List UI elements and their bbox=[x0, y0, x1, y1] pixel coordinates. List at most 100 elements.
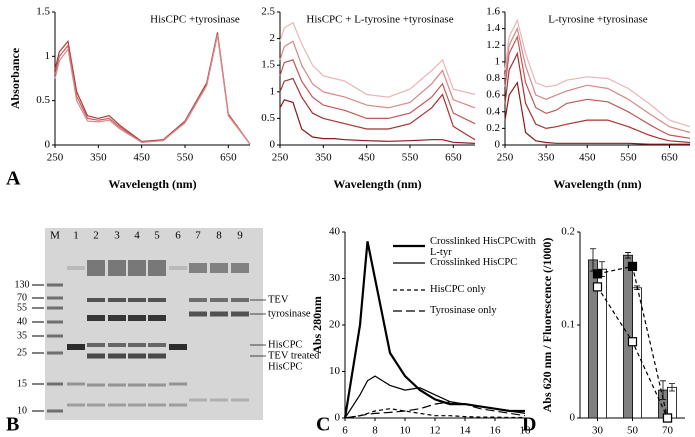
gel-band bbox=[210, 398, 228, 402]
y-tick-label: 0.5 bbox=[36, 94, 50, 106]
chart-title: L-tyrosine +tyrosinase bbox=[548, 14, 647, 26]
x-tick-label: 14 bbox=[460, 425, 472, 437]
gel-band bbox=[67, 403, 85, 407]
y-tick-label: 0.5 bbox=[261, 112, 275, 124]
x-tick-label: 250 bbox=[272, 152, 289, 164]
x-tick-label: 650 bbox=[220, 152, 237, 164]
gel-band bbox=[67, 382, 85, 386]
gel-band bbox=[148, 403, 166, 407]
y-tick-label: 1.5 bbox=[261, 59, 275, 71]
marker bbox=[627, 337, 638, 347]
error-bar bbox=[625, 252, 631, 259]
legend-entry: Tyrosinase only bbox=[430, 305, 497, 316]
y-axis-label: Abs 620 nm / Fluorescence (/1000) bbox=[540, 238, 554, 413]
gel-band bbox=[169, 382, 187, 386]
x-tick-label: 16 bbox=[490, 425, 502, 437]
gel-band bbox=[47, 296, 63, 300]
gel-band bbox=[128, 403, 146, 407]
data-line bbox=[54, 34, 251, 145]
y-tick-label: 2.5 bbox=[261, 6, 275, 18]
gel-band bbox=[128, 343, 146, 347]
marker-size: 40 bbox=[17, 316, 27, 327]
gel-band bbox=[87, 383, 105, 387]
x-tick-label: 550 bbox=[402, 152, 419, 164]
x-tick-label: 6 bbox=[342, 425, 348, 437]
x-tick-label: 30 bbox=[592, 425, 604, 437]
marker-size: 55 bbox=[17, 302, 27, 313]
lane-label: 7 bbox=[195, 230, 201, 242]
chart-title: HisCPC + L-tyrosine +tyrosinase bbox=[306, 14, 453, 26]
y-tick-label: 0.4 bbox=[486, 105, 500, 117]
x-tick-label: 450 bbox=[358, 152, 375, 164]
gel-annotation: HisCPC bbox=[268, 339, 302, 350]
gel-band bbox=[47, 334, 63, 338]
marker bbox=[592, 269, 603, 279]
lane-label: M bbox=[50, 230, 60, 242]
lane-label: 3 bbox=[114, 230, 120, 242]
gel-image bbox=[45, 228, 263, 420]
y-tick-label: 0 bbox=[45, 139, 51, 151]
gel-band bbox=[47, 283, 63, 287]
gel-band bbox=[67, 344, 85, 350]
y-tick-label: 10 bbox=[329, 365, 341, 377]
data-line bbox=[344, 401, 526, 419]
x-tick-label: 350 bbox=[538, 152, 555, 164]
gel-band bbox=[87, 315, 105, 321]
gel-band bbox=[128, 298, 146, 302]
y-tick-label: 0 bbox=[270, 139, 276, 151]
lane-label: 4 bbox=[134, 230, 140, 242]
marker bbox=[662, 413, 673, 423]
gel-band bbox=[210, 298, 228, 302]
x-tick-label: 10 bbox=[400, 425, 412, 437]
y-tick-label: 40 bbox=[329, 226, 341, 238]
gel-band bbox=[148, 315, 166, 321]
data-line bbox=[504, 51, 691, 144]
lane-label: 8 bbox=[216, 230, 222, 242]
x-tick-label: 18 bbox=[520, 425, 532, 437]
data-line bbox=[344, 408, 525, 419]
gel-band bbox=[210, 263, 228, 273]
gel-band bbox=[189, 263, 207, 273]
data-line bbox=[504, 18, 691, 128]
x-tick-label: 70 bbox=[662, 425, 674, 437]
lane-label: 5 bbox=[154, 230, 160, 242]
gel-band bbox=[148, 383, 166, 387]
gel-band bbox=[169, 344, 187, 350]
gel-band bbox=[169, 403, 187, 407]
gel-band bbox=[47, 409, 63, 413]
panel-label: D bbox=[522, 414, 536, 436]
data-line bbox=[504, 34, 691, 139]
y-axis-label: Absorbance bbox=[8, 47, 22, 109]
gel-band bbox=[87, 403, 105, 407]
x-tick-label: 50 bbox=[627, 425, 639, 437]
x-tick-label: 450 bbox=[133, 152, 150, 164]
x-axis-label: Wavelength (nm) bbox=[553, 177, 641, 191]
marker-size: 70 bbox=[17, 292, 27, 303]
data-line bbox=[504, 81, 690, 145]
gel-annotation: TEV bbox=[268, 294, 289, 305]
gel-band bbox=[108, 353, 126, 359]
data-line bbox=[344, 375, 526, 419]
gel-band bbox=[148, 343, 166, 347]
y-tick-label: 0.1 bbox=[561, 319, 575, 331]
gel-band bbox=[189, 298, 207, 302]
y-tick-label: 0 bbox=[495, 139, 501, 151]
marker-size: 130 bbox=[15, 279, 30, 290]
bar bbox=[623, 254, 633, 419]
data-line bbox=[279, 59, 476, 125]
y-tick-label: 1 bbox=[45, 50, 51, 62]
x-tick-label: 650 bbox=[661, 152, 678, 164]
legend-entry: Crosslinked HisCPC bbox=[430, 257, 518, 268]
y-tick-label: 0.8 bbox=[486, 72, 500, 84]
data-line bbox=[279, 21, 476, 98]
marker bbox=[592, 282, 603, 292]
gel-band bbox=[169, 266, 187, 270]
data-line bbox=[279, 77, 476, 141]
error-bar bbox=[669, 383, 675, 392]
data-line bbox=[279, 40, 476, 109]
panel-label: B bbox=[6, 414, 19, 436]
panel-label: A bbox=[6, 168, 21, 190]
y-tick-label: 1.4 bbox=[486, 22, 500, 34]
